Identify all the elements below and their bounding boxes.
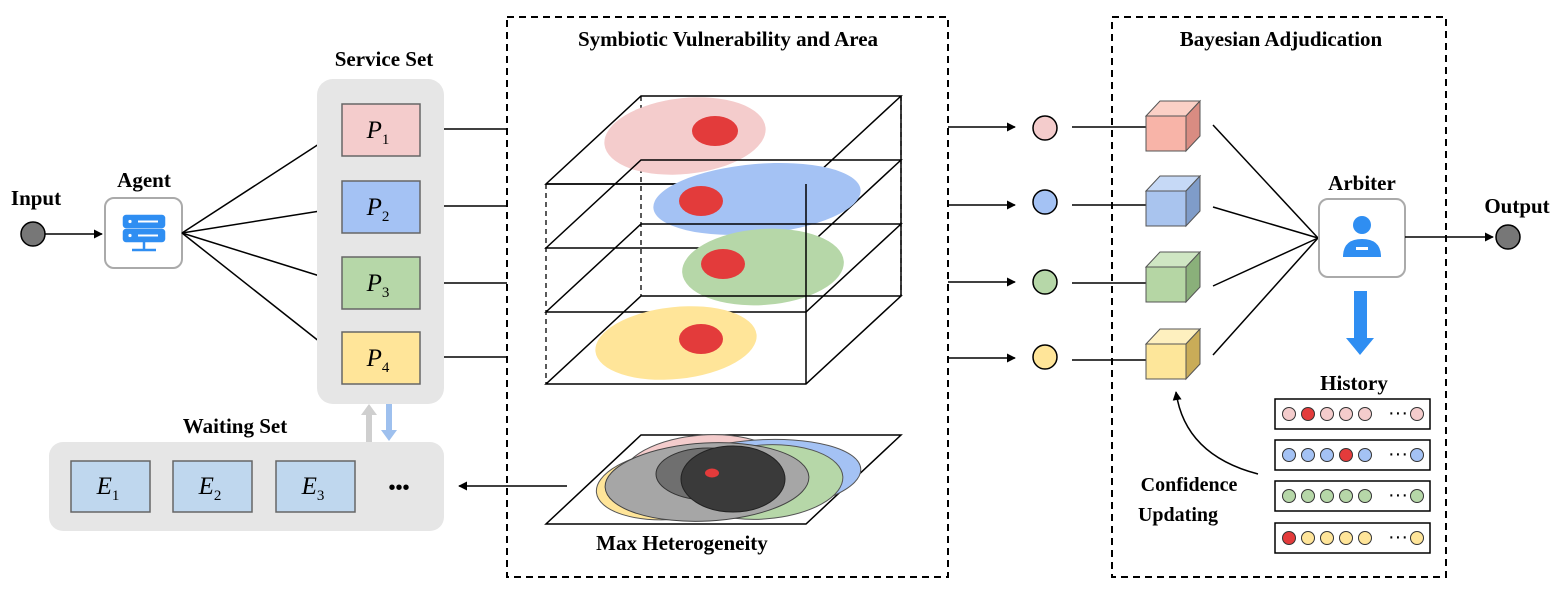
service-set-panel [317, 79, 444, 404]
input-label: Input [11, 186, 61, 210]
node-p3 [1032, 269, 1058, 295]
history-dot [1301, 407, 1315, 421]
layer-p1 [544, 95, 903, 185]
history-ellipsis: ··· [1388, 484, 1408, 506]
cube-p1 [1144, 99, 1202, 153]
history-dot-last [1410, 448, 1424, 462]
svg-text:E2: E2 [198, 473, 222, 504]
history-dot [1339, 531, 1353, 545]
history-dot [1320, 531, 1334, 545]
bayesian-panel [1111, 16, 1447, 578]
history-dot [1301, 448, 1315, 462]
layer-stack [544, 95, 903, 385]
server-icon [122, 214, 166, 252]
cube-p3 [1144, 250, 1202, 304]
confidence-label-line2: Updating [1138, 504, 1218, 526]
swap-arrows [361, 404, 397, 442]
history-ellipsis: ··· [1388, 443, 1408, 465]
node-p1 [1032, 115, 1058, 141]
waiting-e2: E2 [172, 460, 253, 513]
history-dot [1339, 489, 1353, 503]
history-row: ··· [1274, 398, 1431, 430]
symbiotic-title: Symbiotic Vulnerability and Area [578, 27, 879, 51]
service-set-label: Service Set [335, 47, 434, 71]
layer-p3 [544, 223, 903, 313]
waiting-e3: E3 [275, 460, 356, 513]
service-p3: P3 [341, 256, 421, 310]
svg-text:P4: P4 [366, 345, 390, 376]
history-dot [1282, 448, 1296, 462]
confidence-update-arrow [1172, 391, 1259, 475]
input-node [20, 221, 46, 247]
history-dot [1358, 407, 1372, 421]
svg-text:P2: P2 [366, 194, 390, 225]
svg-text:P1: P1 [366, 117, 390, 148]
waiting-more-dots: ••• [388, 477, 409, 499]
history-dot-last [1410, 407, 1424, 421]
output-node [1495, 224, 1521, 250]
symbiotic-panel [506, 16, 949, 578]
history-dot [1301, 489, 1315, 503]
history-dot [1358, 531, 1372, 545]
history-dot-last [1410, 531, 1424, 545]
service-p2: P2 [341, 180, 421, 234]
node-p2 [1032, 189, 1058, 215]
history-row: ··· [1274, 439, 1431, 471]
history-row: ··· [1274, 480, 1431, 512]
service-p1: P1 [341, 103, 421, 157]
services-to-layers-lines [444, 128, 507, 358]
history-dot [1301, 531, 1315, 545]
history-label: History [1320, 371, 1388, 395]
max-heterogeneity-plane [544, 434, 903, 525]
bayesian-title: Bayesian Adjudication [1180, 27, 1383, 51]
layer-p4 [544, 295, 903, 385]
cube-p2 [1144, 174, 1202, 228]
history-dot [1339, 448, 1353, 462]
output-label: Output [1484, 194, 1549, 218]
history-dot [1282, 407, 1296, 421]
history-dot [1282, 531, 1296, 545]
arbiter-box [1318, 198, 1406, 278]
user-icon [1343, 216, 1381, 257]
history-dot [1282, 489, 1296, 503]
service-p4: P4 [341, 331, 421, 385]
history-dot [1358, 489, 1372, 503]
history-dot [1320, 448, 1334, 462]
arbiter-to-history-arrow [1346, 291, 1374, 355]
history-ellipsis: ··· [1388, 402, 1408, 424]
svg-text:E1: E1 [96, 473, 120, 504]
max-heterogeneity-label: Max Heterogeneity [596, 531, 768, 555]
history-dot [1358, 448, 1372, 462]
svg-text:E3: E3 [301, 473, 325, 504]
node-p4 [1032, 344, 1058, 370]
history-dot-last [1410, 489, 1424, 503]
history-dot [1320, 407, 1334, 421]
history-row: ··· [1274, 522, 1431, 554]
cubes-to-arbiter-lines [1212, 124, 1319, 356]
confidence-label-line1: Confidence [1141, 474, 1238, 496]
agent-to-services-arrows [181, 130, 340, 358]
svg-text:P3: P3 [366, 270, 390, 301]
history-list: ··· ··· ··· ··· [1274, 398, 1431, 554]
history-ellipsis: ··· [1388, 526, 1408, 548]
agent-label: Agent [117, 168, 171, 192]
nodes-to-cubes-lines [1072, 126, 1146, 361]
waiting-e1: E1 [70, 460, 151, 513]
waiting-set-label: Waiting Set [183, 414, 287, 438]
history-dot [1339, 407, 1353, 421]
history-dot [1320, 489, 1334, 503]
cube-p4 [1144, 327, 1202, 381]
layers-to-nodes-arrows [948, 122, 1016, 363]
arbiter-label: Arbiter [1328, 171, 1396, 195]
layer-p2 [544, 159, 903, 249]
